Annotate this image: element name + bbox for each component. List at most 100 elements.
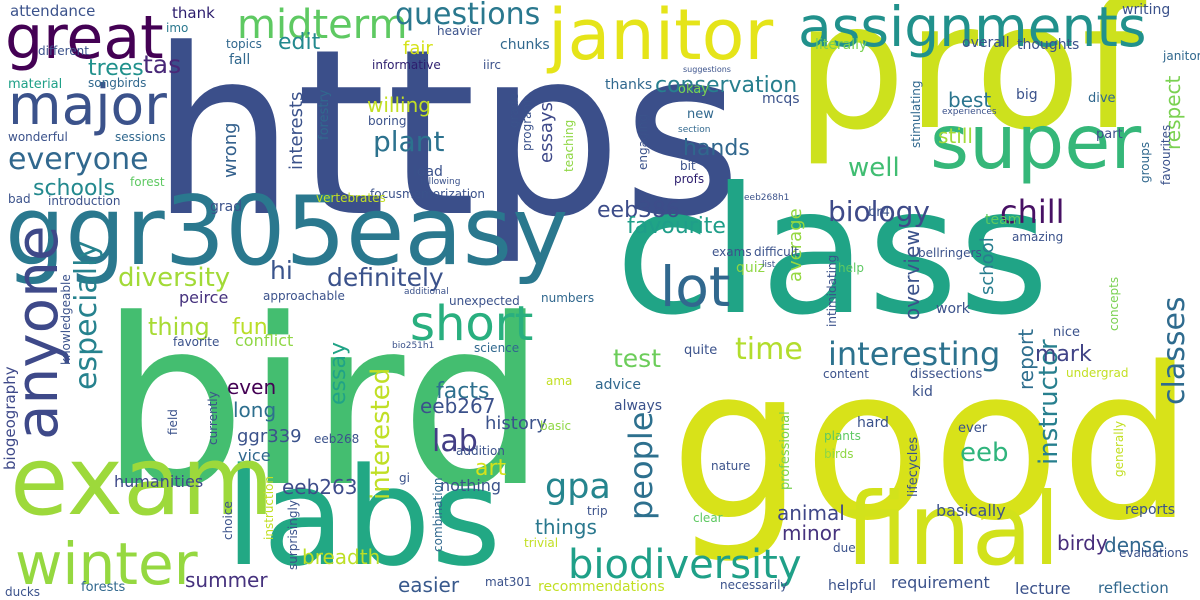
word-concepts: concepts	[1107, 276, 1121, 331]
word-summer: summer	[185, 568, 268, 592]
word-clear: clear	[693, 511, 723, 525]
word-well: well	[848, 153, 900, 183]
word-chunks: chunks	[500, 37, 550, 53]
word-grad: grad	[210, 199, 243, 215]
word-overview: overview	[900, 229, 924, 320]
word-classes: classes	[1157, 296, 1192, 405]
word-boring: boring	[368, 114, 407, 128]
word-ggr339: ggr339	[237, 426, 302, 447]
word-plants: plants	[824, 429, 861, 443]
word-difficult: difficult	[754, 245, 799, 259]
word-birds: birds	[824, 447, 854, 461]
word-requirement: requirement	[891, 573, 990, 592]
word-professional: professional	[778, 411, 793, 490]
word-heavier: heavier	[437, 24, 483, 38]
word-advice: advice	[595, 377, 641, 393]
word-introduction: introduction	[48, 194, 121, 208]
word-definitely: definitely	[327, 263, 444, 292]
word-field: field	[166, 409, 180, 435]
word-winter: winter	[15, 530, 198, 598]
word-choice: choice	[221, 501, 235, 540]
word-lifecycles: lifecycles	[906, 436, 921, 497]
word-ama: ama	[546, 374, 573, 388]
word-additional: additional	[404, 287, 449, 297]
word-things: things	[535, 515, 597, 539]
word-material: material	[8, 77, 63, 92]
word-hard: hard	[857, 415, 889, 431]
word-fall: fall	[229, 52, 251, 68]
word-lot: lot	[660, 255, 731, 319]
word-ever: ever	[958, 421, 988, 436]
word-section: section	[678, 125, 711, 135]
word-exams: exams	[712, 245, 752, 259]
word-essays: essays	[536, 102, 557, 163]
word-thoughts: thoughts	[1017, 37, 1080, 53]
word-short: short	[410, 296, 534, 352]
word-eeb: eeb	[960, 438, 1009, 468]
word-surprisingly: surprisingly	[286, 500, 300, 570]
word-chill: chill	[1000, 193, 1065, 231]
word-bit: bit	[680, 159, 696, 173]
word-focusmemorization: focusmemorization	[370, 187, 486, 201]
word-knowledgeable: knowledgeable	[59, 274, 73, 365]
word-midterm: midterm	[237, 2, 408, 48]
word-basic: basic	[540, 419, 572, 433]
word-trees: trees	[88, 56, 144, 81]
word-interested: interested	[366, 367, 396, 500]
word-reflection: reflection	[1098, 579, 1169, 597]
word-ggr305easy: ggr305easy	[5, 177, 569, 287]
word-art: art	[475, 456, 507, 481]
word-biodiversity: biodiversity	[568, 542, 802, 588]
word-questions: questions	[395, 0, 541, 32]
word-super: super	[930, 98, 1142, 186]
word-bellringers: bellringers	[918, 246, 982, 260]
word-stimulating: stimulating	[909, 80, 923, 148]
word-thing: thing	[148, 313, 210, 341]
word-hands: hands	[683, 136, 750, 161]
word-eeb386: eeb386	[597, 198, 681, 223]
word-class: class	[615, 151, 1050, 354]
word-engaging: engaging	[636, 113, 650, 170]
word-assignments: assignments	[798, 0, 1147, 59]
word-nice: nice	[1053, 325, 1080, 340]
word-gi: gi	[399, 471, 410, 485]
word-bad: bad	[8, 192, 31, 206]
word-following: following	[420, 177, 461, 187]
word-forest: forest	[130, 175, 165, 189]
word-numbers: numbers	[541, 291, 595, 305]
word-biogeography: biogeography	[1, 366, 19, 470]
word-program: program	[520, 99, 534, 151]
word-undergrad: undergrad	[1066, 366, 1129, 380]
word-due: due	[833, 541, 856, 555]
word-favourites: favourites	[1159, 124, 1173, 185]
word-animal: animal	[777, 501, 845, 525]
word-unexpected: unexpected	[449, 294, 520, 308]
word-report: report	[1014, 328, 1038, 390]
word-interesting: interesting	[828, 335, 1001, 373]
word-iirc: iirc	[483, 58, 501, 72]
word-breadth: breadth	[302, 545, 381, 569]
word-br4: br4	[868, 205, 890, 220]
word-still: still	[938, 124, 973, 148]
word-long: long	[233, 398, 277, 422]
word-eeb268: eeb268	[314, 432, 360, 446]
word-biology: biology	[828, 195, 930, 228]
word-instruction: instruction	[262, 475, 276, 540]
word-groups: groups	[1138, 141, 1152, 183]
word-work: work	[936, 301, 970, 317]
word-willing: willing	[367, 93, 431, 117]
word-thank: thank	[172, 4, 215, 22]
word-helpful: helpful	[828, 578, 876, 594]
word-kid: kid	[912, 384, 933, 400]
word-favorite: favorite	[173, 335, 220, 349]
word-fair: fair	[403, 38, 433, 59]
word-mcqs: mcqs	[762, 91, 800, 107]
word-profs: profs	[674, 172, 705, 186]
word-new: new	[687, 107, 714, 122]
word-attendance: attendance	[10, 2, 96, 20]
word-teaching: teaching	[562, 119, 576, 172]
word-songbirds: songbirds	[88, 76, 147, 90]
word-vice: vice	[238, 446, 271, 465]
word-load: load	[413, 164, 443, 180]
